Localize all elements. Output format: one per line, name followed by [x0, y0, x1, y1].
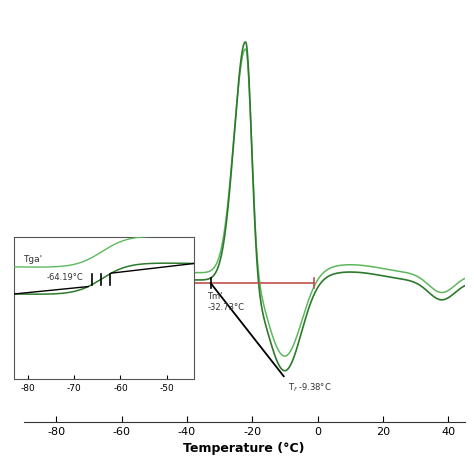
- Text: Tm'
-32.73°C: Tm' -32.73°C: [208, 292, 245, 312]
- Text: Tga': Tga': [23, 255, 43, 264]
- X-axis label: Temperature (°C): Temperature (°C): [183, 442, 305, 455]
- Bar: [46, 272, 174, 311]
- Text: T$_f$ -9.38°C: T$_f$ -9.38°C: [288, 381, 331, 393]
- Text: -64.19°C: -64.19°C: [46, 273, 83, 282]
